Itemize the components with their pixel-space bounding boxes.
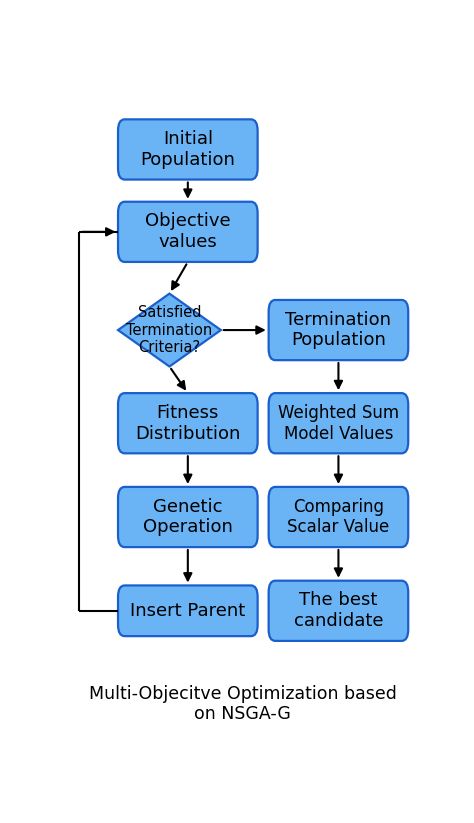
FancyBboxPatch shape (118, 585, 258, 636)
Text: Comparing
Scalar Value: Comparing Scalar Value (287, 498, 390, 537)
FancyBboxPatch shape (118, 119, 258, 179)
Text: Weighted Sum
Model Values: Weighted Sum Model Values (278, 404, 399, 443)
FancyBboxPatch shape (118, 202, 258, 262)
Text: Initial
Population: Initial Population (140, 130, 235, 169)
FancyBboxPatch shape (118, 393, 258, 453)
FancyBboxPatch shape (118, 487, 258, 547)
Text: The best
candidate: The best candidate (294, 592, 383, 630)
Text: Termination
Population: Termination Population (285, 310, 392, 350)
FancyBboxPatch shape (269, 487, 408, 547)
Polygon shape (118, 294, 221, 366)
FancyBboxPatch shape (269, 300, 408, 360)
Text: Satisfied
Termination
Criteria?: Satisfied Termination Criteria? (127, 305, 212, 355)
FancyBboxPatch shape (269, 393, 408, 453)
Text: Multi-Objecitve Optimization based
on NSGA-G: Multi-Objecitve Optimization based on NS… (89, 685, 397, 723)
Text: Genetic
Operation: Genetic Operation (143, 498, 233, 537)
Text: Fitness
Distribution: Fitness Distribution (135, 404, 240, 443)
Text: Objective
values: Objective values (145, 212, 231, 251)
Text: Insert Parent: Insert Parent (130, 602, 246, 620)
FancyBboxPatch shape (269, 581, 408, 641)
